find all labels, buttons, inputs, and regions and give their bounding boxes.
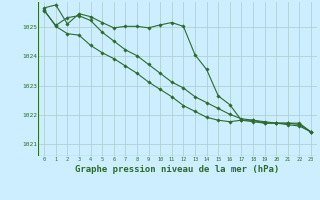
X-axis label: Graphe pression niveau de la mer (hPa): Graphe pression niveau de la mer (hPa) bbox=[76, 165, 280, 174]
